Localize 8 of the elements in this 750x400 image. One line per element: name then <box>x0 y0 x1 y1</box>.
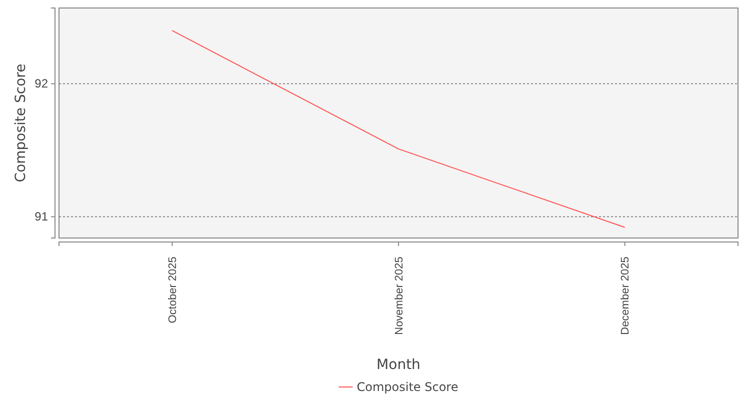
x-tick-label: November 2025 <box>393 256 406 335</box>
y-tick-label: 91 <box>34 210 48 224</box>
x-axis-title: Month <box>376 357 420 373</box>
y-tick-label: 92 <box>34 76 48 91</box>
y-axis-title: Composite Score <box>13 64 29 182</box>
x-tick-label: December 2025 <box>620 256 632 335</box>
x-tick-label: October 2025 <box>167 256 180 324</box>
legend-label: Composite Score <box>356 380 458 394</box>
